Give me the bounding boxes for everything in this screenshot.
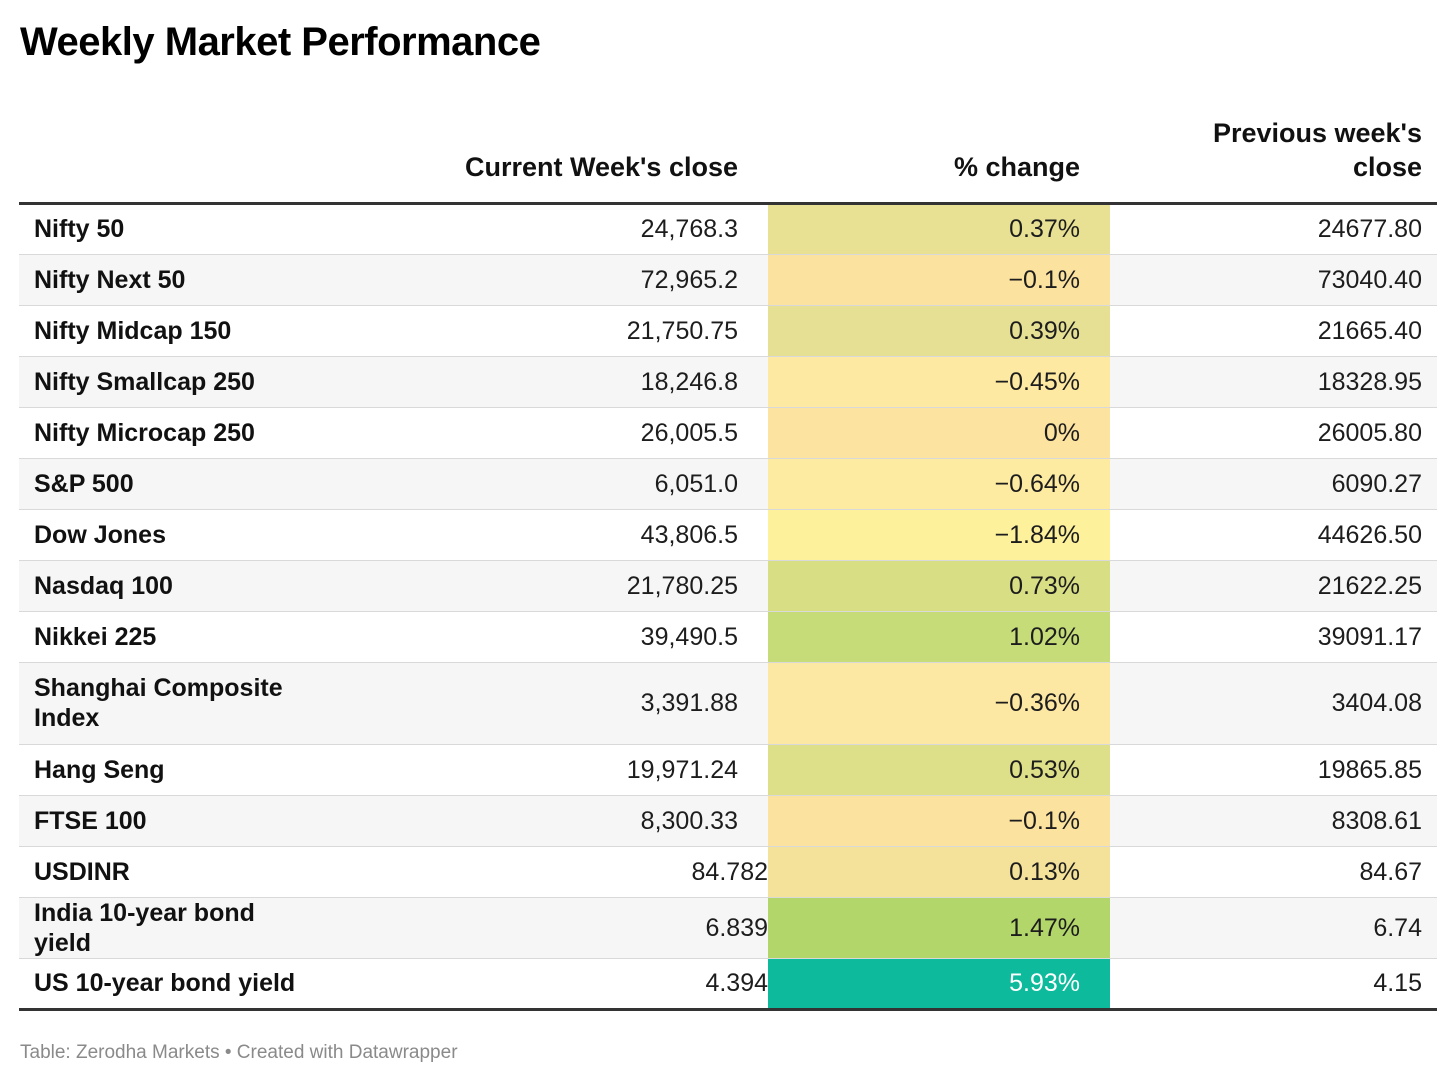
row-pct-change: 1.02% [768,611,1110,663]
table-row: Nifty Next 50 72,965.2 −0.1% 73040.40 [19,254,1437,306]
row-current-close: 84.782 [335,846,768,898]
row-current-close: 39,490.5 [335,611,768,663]
row-name: Nifty Next 50 [19,254,335,306]
table-row: Nifty 50 24,768.3 0.37% 24677.80 [19,203,1437,255]
header-name [19,113,335,205]
table-row: Dow Jones 43,806.5 −1.84% 44626.50 [19,509,1437,561]
row-previous-close: 18328.95 [1110,356,1437,408]
table-row: S&P 500 6,051.0 −0.64% 6090.27 [19,458,1437,510]
header-row: Current Week's close % change Previous w… [19,113,1437,205]
row-name: Nasdaq 100 [19,560,335,612]
row-pct-change: −0.45% [768,356,1110,408]
table-body: Nifty 50 24,768.3 0.37% 24677.80 Nifty Next … [19,203,1437,1011]
table-row: USDINR 84.782 0.13% 84.67 [19,846,1437,898]
row-previous-close: 19865.85 [1110,744,1437,796]
header-current-close: Current Week's close [335,113,768,205]
row-current-close: 18,246.8 [335,356,768,408]
row-current-close: 19,971.24 [335,744,768,796]
table-row: Shanghai Composite Index 3,391.88 −0.36% 340… [19,662,1437,745]
row-current-close: 24,768.3 [335,203,768,255]
row-previous-close: 21622.25 [1110,560,1437,612]
row-pct-change: −0.36% [768,662,1110,745]
row-name: Hang Seng [19,744,335,796]
row-current-close: 6.839 [335,897,768,959]
row-pct-change: −0.64% [768,458,1110,510]
table-row: Nifty Microcap 250 26,005.5 0% 26005.80 [19,407,1437,459]
row-current-close: 4.394 [335,958,768,1011]
row-name: Dow Jones [19,509,335,561]
row-current-close: 6,051.0 [335,458,768,510]
market-table: Current Week's close % change Previous w… [19,113,1437,1011]
row-previous-close: 73040.40 [1110,254,1437,306]
row-name: Nifty Midcap 150 [19,305,335,357]
row-name: S&P 500 [19,458,335,510]
row-previous-close: 44626.50 [1110,509,1437,561]
row-previous-close: 39091.17 [1110,611,1437,663]
row-current-close: 3,391.88 [335,662,768,745]
row-pct-change: −0.1% [768,795,1110,847]
row-name: US 10-year bond yield [19,958,335,1011]
row-pct-change: 0% [768,407,1110,459]
row-previous-close: 4.15 [1110,958,1437,1011]
row-current-close: 8,300.33 [335,795,768,847]
row-previous-close: 8308.61 [1110,795,1437,847]
row-pct-change: 5.93% [768,958,1110,1011]
row-previous-close: 6.74 [1110,897,1437,959]
row-name: India 10-year bond yield [19,897,335,959]
row-pct-change: 0.13% [768,846,1110,898]
row-previous-close: 26005.80 [1110,407,1437,459]
row-previous-close: 21665.40 [1110,305,1437,357]
row-name: Nifty Smallcap 250 [19,356,335,408]
row-pct-change: 0.53% [768,744,1110,796]
table-row: Nifty Midcap 150 21,750.75 0.39% 21665.40 [19,305,1437,357]
table-row: India 10-year bond yield 6.839 1.47% 6.74 [19,897,1437,959]
row-previous-close: 24677.80 [1110,203,1437,255]
row-name: Nikkei 225 [19,611,335,663]
row-current-close: 72,965.2 [335,254,768,306]
row-previous-close: 6090.27 [1110,458,1437,510]
row-pct-change: −0.1% [768,254,1110,306]
header-previous-close: Previous week's close [1110,113,1437,205]
row-current-close: 43,806.5 [335,509,768,561]
row-name: FTSE 100 [19,795,335,847]
table-row: Nasdaq 100 21,780.25 0.73% 21622.25 [19,560,1437,612]
row-pct-change: −1.84% [768,509,1110,561]
table-row: Nifty Smallcap 250 18,246.8 −0.45% 18328.95 [19,356,1437,408]
row-previous-close: 84.67 [1110,846,1437,898]
row-current-close: 21,780.25 [335,560,768,612]
row-current-close: 21,750.75 [335,305,768,357]
chart-title: Weekly Market Performance [20,20,541,64]
table-row: US 10-year bond yield 4.394 5.93% 4.15 [19,958,1437,1011]
source-note: Table: Zerodha Markets • Created with Da… [20,1042,458,1063]
row-name: Shanghai Composite Index [19,662,335,745]
row-pct-change: 1.47% [768,897,1110,959]
row-current-close: 26,005.5 [335,407,768,459]
table-row: Hang Seng 19,971.24 0.53% 19865.85 [19,744,1437,796]
row-name: Nifty 50 [19,203,335,255]
row-pct-change: 0.37% [768,203,1110,255]
table-row: FTSE 100 8,300.33 −0.1% 8308.61 [19,795,1437,847]
table-row: Nikkei 225 39,490.5 1.02% 39091.17 [19,611,1437,663]
row-name: USDINR [19,846,335,898]
row-previous-close: 3404.08 [1110,662,1437,745]
row-name: Nifty Microcap 250 [19,407,335,459]
header-pct-change: % change [768,113,1110,205]
row-pct-change: 0.73% [768,560,1110,612]
row-pct-change: 0.39% [768,305,1110,357]
